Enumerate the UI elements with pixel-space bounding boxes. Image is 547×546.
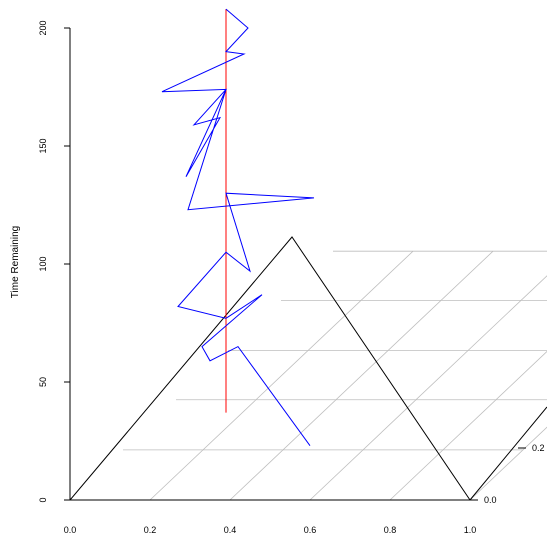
y-tick-label: 0 [38,497,48,502]
x-tick-label: 1.0 [464,525,477,535]
floor-grid [70,250,547,501]
simplex-triangle-outline [68,236,471,501]
floor-grid-column [229,250,494,501]
series-line [161,8,315,446]
y-tick-label: 200 [38,20,48,35]
x-tick-label: 0.6 [304,525,317,535]
depth-axis-line [469,406,547,501]
y-tick-label: 50 [38,377,48,387]
floor-grid-column [389,350,547,501]
y-tick-label: 150 [38,138,48,153]
simplex-triangle [68,236,471,501]
axes-group [64,27,547,501]
depth-tick-label: 0.0 [484,495,497,505]
x-tick-label: 0.8 [384,525,397,535]
x-tick-label: 0.4 [224,525,237,535]
x-tick-label: 0.0 [64,525,77,535]
y-tick-label: 100 [38,256,48,271]
y-axis-title: Time Remaining [10,226,21,298]
labels-group: 0 50 100 150 200 0.0 0.2 0.4 0.6 0.8 1.0 0.0 0.2 Time… [10,20,545,535]
x-tick-label: 0.2 [144,525,157,535]
floor-grid-column [469,426,547,501]
series-group [161,8,315,446]
floor-grid-column [149,250,414,501]
floor-grid-column [309,275,547,501]
depth-tick-label: 0.2 [532,443,545,453]
